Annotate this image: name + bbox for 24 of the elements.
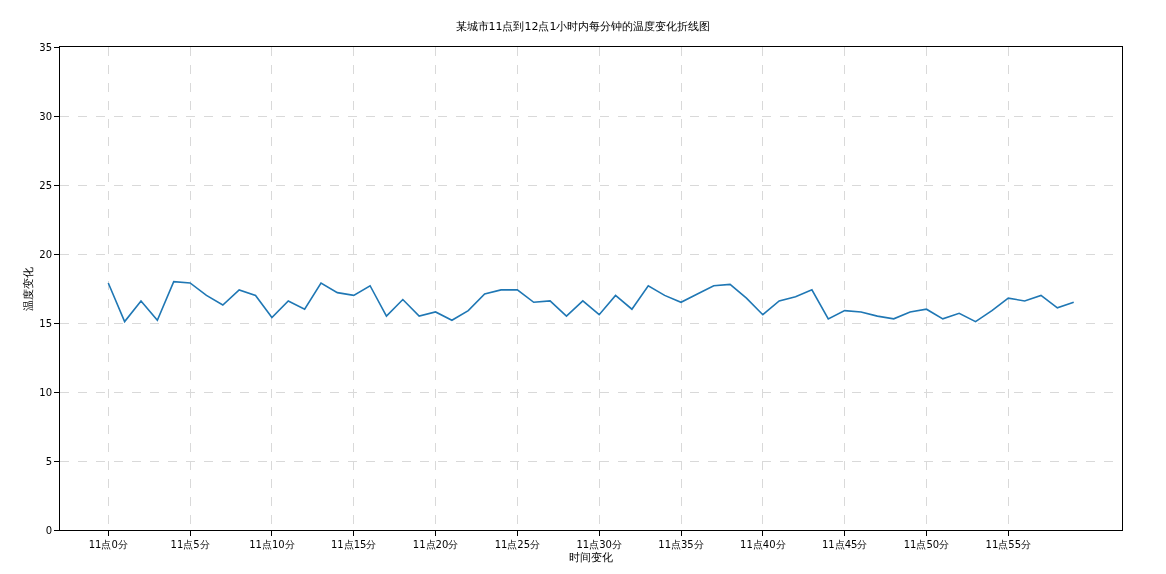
x-tick-label: 11点35分: [658, 539, 704, 550]
x-tick-label: 11点5分: [170, 539, 210, 550]
line-series: [107, 280, 1075, 323]
x-axis-title: 时间变化: [569, 551, 613, 565]
x-tick-label: 11点55分: [985, 539, 1031, 550]
y-tick-label: 0: [45, 524, 52, 536]
x-tick-label: 11点15分: [331, 539, 377, 550]
x-tick-label: 11点0分: [88, 539, 128, 550]
x-tick-label: 11点30分: [576, 539, 622, 550]
y-tick-label: 25: [39, 179, 52, 191]
chart-title: 某城市11点到12点1小时内每分钟的温度变化折线图: [455, 19, 711, 33]
x-tick-label: 11点45分: [821, 539, 868, 550]
y-tick-label: 20: [39, 248, 52, 260]
y-axis-title: 温度变化: [21, 266, 35, 311]
x-tick-label: 11点40分: [740, 539, 786, 550]
y-tick-label: 15: [39, 317, 52, 329]
y-tick-label: 35: [39, 41, 52, 53]
x-tick-label: 11点20分: [412, 539, 459, 550]
x-tick-label: 11点25分: [494, 539, 541, 550]
x-tick-label: 11点10分: [249, 539, 295, 550]
y-tick-label: 10: [39, 386, 52, 398]
y-tick-label: 5: [45, 455, 52, 467]
y-tick-label: 30: [39, 110, 52, 122]
x-tick-label: 11点50分: [903, 539, 950, 550]
